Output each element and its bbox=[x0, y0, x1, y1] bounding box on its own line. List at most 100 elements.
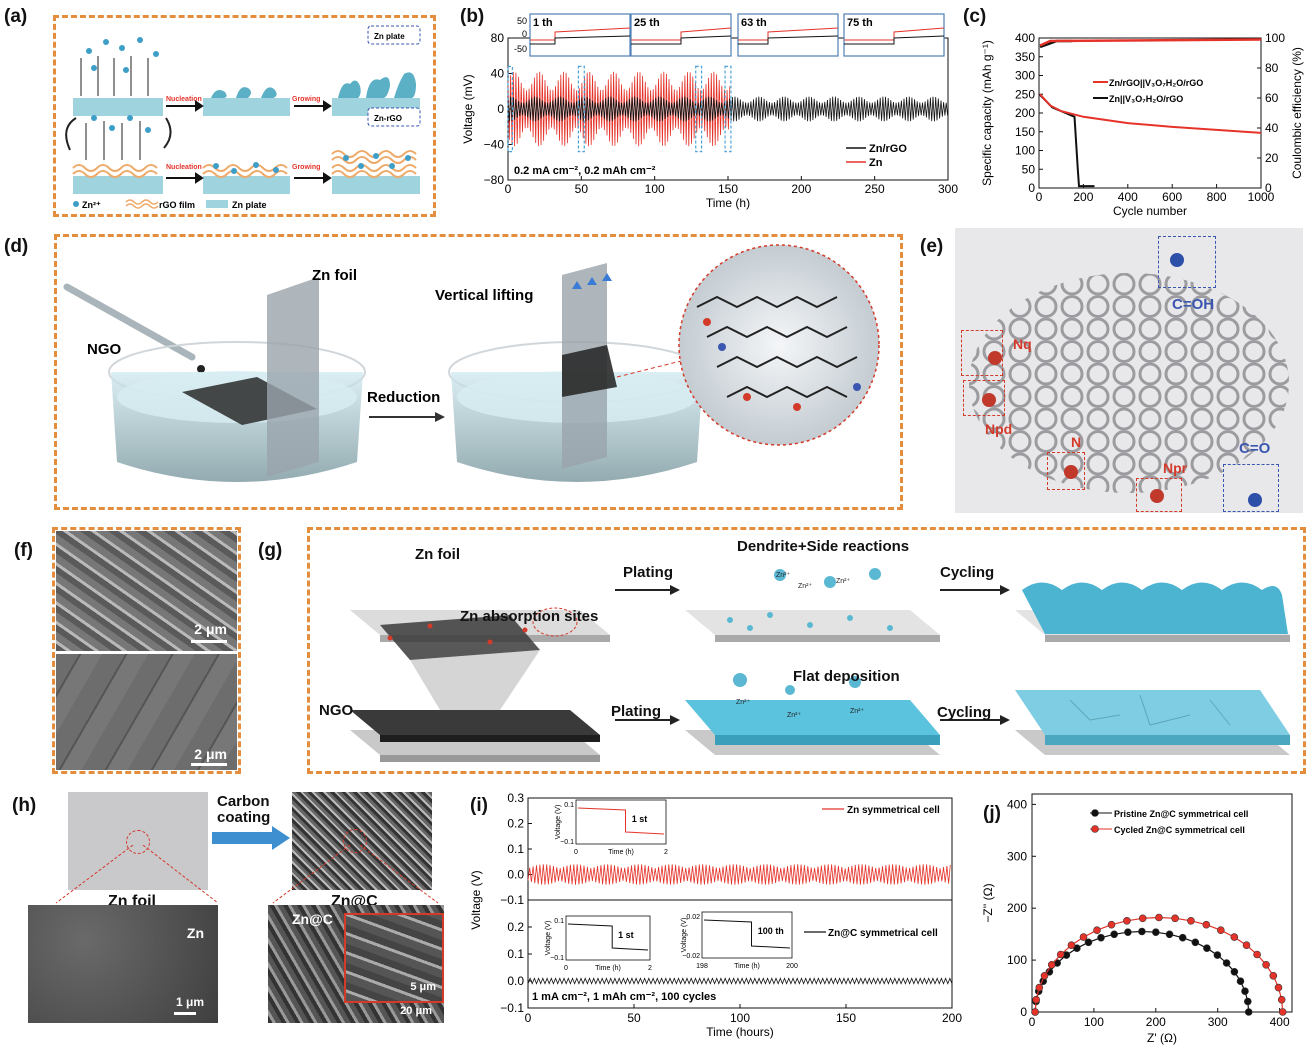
i-inset-xtick: 200 bbox=[786, 963, 798, 970]
f-scale-top: 2 μm bbox=[194, 621, 227, 637]
c-legend-label: Zn||V₃O₇H₂O/rGO bbox=[1109, 94, 1183, 104]
g-ion-top-2: Zn²⁺ bbox=[798, 582, 812, 590]
c-ytick-label: 50 bbox=[1022, 162, 1036, 176]
b-legend-label: Zn bbox=[869, 157, 883, 169]
h-scale1: 1 μm bbox=[176, 995, 204, 1009]
e-n-box bbox=[1047, 452, 1085, 490]
i-ytick-bottom-label: −0.1 bbox=[500, 1001, 524, 1015]
c-efficiency-Zn/rGO||V₃O₇H₂O/rGO bbox=[1040, 40, 1261, 46]
j-point bbox=[1244, 998, 1251, 1005]
i-series-zn bbox=[528, 864, 950, 884]
j-point bbox=[1108, 921, 1115, 928]
c-capacity-Zn||V₃O₇H₂O/rGO bbox=[1040, 95, 1094, 186]
j-point bbox=[1223, 960, 1230, 967]
j-ytick-label: 0 bbox=[1020, 1005, 1027, 1019]
b-xtick-label: 0 bbox=[505, 182, 512, 196]
i-inset-xlabel: Time (h) bbox=[734, 963, 760, 970]
panel-e-image: C=OH Nq Npd N Npr C=O bbox=[955, 228, 1303, 513]
h-carbon-coating: Carbon coating bbox=[217, 794, 270, 826]
g-ngo: NGO bbox=[319, 702, 353, 719]
b-annotation: 0.2 mA cm⁻², 0.2 mAh cm⁻² bbox=[514, 165, 656, 177]
j-point bbox=[1098, 934, 1105, 941]
j-xtick-label: 400 bbox=[1270, 1015, 1290, 1029]
j-point bbox=[1237, 978, 1244, 985]
i-annotation: 1 mA cm⁻², 1 mAh cm⁻², 100 cycles bbox=[532, 991, 716, 1003]
b-series-Zn bbox=[508, 72, 730, 147]
c-ytick-label: 200 bbox=[1015, 106, 1035, 120]
c-y2tick-label: 20 bbox=[1265, 151, 1279, 165]
f-scalebar-bottom bbox=[191, 763, 227, 766]
i-inset-ytick: −0.1 bbox=[560, 839, 574, 846]
f-scale-bottom: 2 μm bbox=[194, 746, 227, 762]
b-inset-title: 63 th bbox=[741, 17, 767, 29]
j-line-Pristine Zn@C symmetrical cell bbox=[1035, 932, 1249, 1013]
c-ytick-label: 150 bbox=[1015, 125, 1035, 139]
b-legend-label: Zn/rGO bbox=[869, 143, 907, 155]
j-legend-marker bbox=[1092, 826, 1099, 833]
h-scalebar1 bbox=[174, 1012, 196, 1015]
f-scalebar-top bbox=[191, 640, 227, 643]
c-y2tick-label: 60 bbox=[1265, 91, 1279, 105]
c-ylabel: Specific capacity (mAh g⁻¹) bbox=[980, 40, 994, 186]
g-absorption: Zn absorption sites bbox=[460, 608, 598, 625]
i-ytick-top-label: 0.2 bbox=[507, 817, 524, 831]
j-point bbox=[1187, 917, 1194, 924]
g-zn-foil: Zn foil bbox=[415, 546, 460, 563]
b-xtick-label: 50 bbox=[575, 182, 589, 196]
i-inset-xtick: 198 bbox=[696, 963, 708, 970]
i-inset-ytick: −0.1 bbox=[550, 955, 564, 962]
b-inset-ytick: 50 bbox=[517, 16, 527, 26]
j-point bbox=[1214, 952, 1221, 959]
a-growing-bottom: Growing bbox=[292, 164, 320, 171]
i-ytick-top-label: 0.3 bbox=[507, 791, 524, 805]
b-ytick-label: 80 bbox=[491, 31, 505, 45]
panel-label-e: (e) bbox=[920, 236, 943, 258]
j-point bbox=[1123, 917, 1130, 924]
a-legend-zn: Zn²⁺ bbox=[82, 200, 101, 210]
b-inset-title: 25 th bbox=[634, 17, 660, 29]
panel-label-f: (f) bbox=[14, 540, 33, 562]
c-ytick-label: 250 bbox=[1015, 87, 1035, 101]
chart-j: 0 100 200 300 400 0 100 200 300 400 Z' (Ω) −Z'' (Ω)… bbox=[980, 782, 1305, 1048]
c-y2tick-label: 100 bbox=[1265, 31, 1285, 45]
e-label-n: N bbox=[1071, 434, 1081, 450]
i-inset-ytick: −0.02 bbox=[682, 953, 700, 960]
j-point bbox=[1270, 972, 1277, 979]
h-scale3: 5 μm bbox=[410, 981, 436, 993]
c-xtick-label: 400 bbox=[1118, 190, 1138, 204]
j-point bbox=[1094, 927, 1101, 934]
h-sem-znc-label: Zn@C bbox=[292, 911, 333, 927]
j-point bbox=[1036, 984, 1043, 991]
d-reduction: Reduction bbox=[367, 389, 440, 406]
e-label-co: C=O bbox=[1239, 440, 1270, 457]
j-point bbox=[1139, 915, 1146, 922]
j-ytick-label: 300 bbox=[1007, 849, 1027, 863]
j-xlabel: Z' (Ω) bbox=[1147, 1031, 1177, 1045]
b-xtick-label: 100 bbox=[645, 182, 665, 196]
a-nucleation-bottom: Nucleation bbox=[166, 164, 202, 171]
e-co-box bbox=[1223, 464, 1279, 512]
c-ytick-label: 400 bbox=[1015, 31, 1035, 45]
g-flat: Flat deposition bbox=[793, 668, 900, 685]
b-inset-title: 75 th bbox=[847, 17, 873, 29]
chart-b: 0 50 100 150 200 250 300 −80 −40 0 40 80 Time (h) Vol… bbox=[458, 10, 958, 222]
j-ytick-label: 400 bbox=[1007, 797, 1027, 811]
j-point bbox=[1033, 996, 1040, 1003]
j-point bbox=[1138, 928, 1145, 935]
j-point bbox=[1155, 914, 1162, 921]
j-point bbox=[1068, 942, 1075, 949]
i-inset-xlabel: Time (h) bbox=[608, 849, 634, 856]
b-ylabel: Voltage (mV) bbox=[461, 74, 475, 143]
i-inset-title: 1 st bbox=[618, 930, 634, 940]
b-inset-title: 1 th bbox=[533, 17, 553, 29]
g-dendrite: Dendrite+Side reactions bbox=[737, 538, 909, 555]
a-zn-plate-tag: Zn plate bbox=[374, 32, 405, 41]
h-scale2: 20 μm bbox=[400, 1005, 432, 1017]
a-legend-plate: Zn plate bbox=[232, 200, 267, 210]
j-point bbox=[1275, 984, 1282, 991]
d-vertical-lifting: Vertical lifting bbox=[435, 287, 533, 304]
b-ytick-label: −80 bbox=[484, 173, 505, 187]
c-xtick-label: 600 bbox=[1162, 190, 1182, 204]
h-sem-zn-label: Zn bbox=[187, 925, 204, 941]
